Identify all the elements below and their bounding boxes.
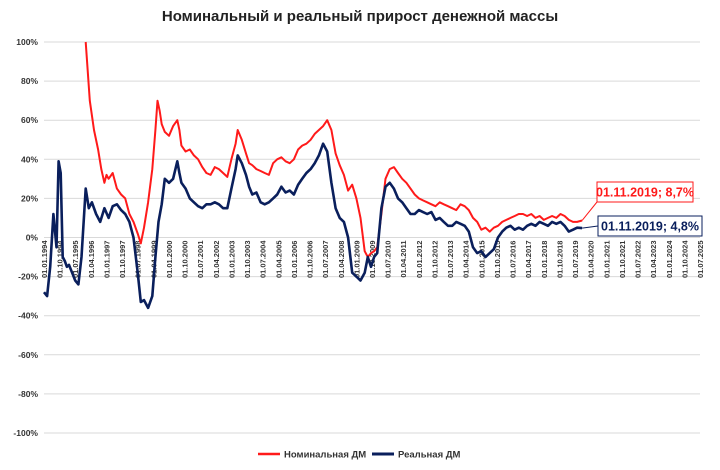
series-nominal-line bbox=[84, 41, 583, 258]
x-tick-label: 01.10.2000 bbox=[181, 241, 190, 279]
legend-label: Реальная ДМ bbox=[398, 450, 461, 461]
x-tick-label: 01.07.2010 bbox=[384, 241, 393, 279]
y-tick-label: 100% bbox=[16, 37, 38, 47]
x-tick-label: 01.01.2021 bbox=[602, 241, 611, 279]
y-tick-label: 80% bbox=[21, 76, 38, 86]
y-tick-label: -60% bbox=[18, 350, 38, 360]
annotation-real: 01.11.2019; 4,8% bbox=[601, 220, 699, 234]
legend-label: Номинальная ДМ bbox=[284, 450, 366, 461]
y-tick-label: 0% bbox=[26, 233, 39, 243]
x-tick-label: 01.07.2022 bbox=[634, 241, 643, 279]
series-lines bbox=[42, 41, 583, 310]
x-tick-label: 01.07.1995 bbox=[71, 241, 80, 279]
x-tick-label: 01.04.2020 bbox=[587, 241, 596, 279]
x-tick-label: 01.01.2006 bbox=[290, 241, 299, 279]
x-tick-label: 01.01.2000 bbox=[165, 241, 174, 279]
series-real-line bbox=[42, 142, 583, 310]
annotation-box bbox=[596, 181, 694, 203]
gridlines bbox=[44, 41, 700, 434]
x-tick-label: 01.01.2009 bbox=[352, 241, 361, 279]
x-tick-label: 01.10.2003 bbox=[243, 240, 252, 278]
x-tick-label: 01.10.1994 bbox=[56, 240, 65, 278]
x-tick-label: 01.10.2021 bbox=[618, 241, 627, 279]
y-axis-ticks: 100% 80% 60% 40% 20% 0% -20% -40% -60% -80% -100% bbox=[13, 37, 38, 438]
x-tick-label: 01.01.2003 bbox=[227, 241, 236, 279]
y-tick-label: -100% bbox=[13, 428, 38, 438]
x-tick-label: 01.07.2013 bbox=[446, 241, 455, 279]
x-tick-label: 01.07.2025 bbox=[696, 241, 705, 279]
x-tick-label: 01.04.2014 bbox=[462, 240, 471, 278]
x-tick-label: 01.01.2015 bbox=[477, 241, 486, 279]
x-tick-label: 01.10.2015 bbox=[493, 241, 502, 279]
annotation-leader bbox=[581, 201, 598, 221]
annotation-leader bbox=[582, 225, 599, 229]
annotation-box bbox=[597, 215, 703, 237]
x-tick-label: 01.01.1997 bbox=[102, 241, 111, 279]
x-tick-label: 01.01.2012 bbox=[415, 241, 424, 279]
y-tick-label: 20% bbox=[21, 193, 38, 203]
x-tick-label: 01.07.2004 bbox=[259, 240, 268, 278]
annotations: 01.11.2019; 8,7% 01.11.2019; 4,8% bbox=[581, 181, 703, 237]
x-tick-label: 01.07.2016 bbox=[509, 241, 518, 279]
x-tick-label: 01.04.2023 bbox=[649, 241, 658, 279]
x-tick-label: 01.01.1994 bbox=[40, 240, 49, 278]
x-tick-label: 01.04.1999 bbox=[149, 241, 158, 279]
y-tick-label: -40% bbox=[18, 311, 38, 321]
x-axis-ticks: 01.01.1994 01.10.1994 01.07.1995 01.04.1996… bbox=[40, 240, 705, 278]
x-tick-label: 01.10.2006 bbox=[306, 241, 315, 279]
x-tick-label: 01.04.2011 bbox=[399, 241, 408, 278]
y-tick-label: 60% bbox=[21, 115, 38, 125]
x-tick-label: 01.04.2008 bbox=[337, 241, 346, 279]
x-tick-label: 01.10.2018 bbox=[555, 241, 564, 279]
annotation-nominal: 01.11.2019; 8,7% bbox=[596, 186, 694, 200]
x-tick-label: 01.10.2012 bbox=[430, 241, 439, 279]
x-tick-label: 01.10.2024 bbox=[680, 240, 689, 278]
x-tick-label: 01.07.2007 bbox=[321, 241, 330, 279]
x-tick-label: 01.04.1996 bbox=[87, 241, 96, 279]
chart-title: Номинальный и реальный прирост денежной … bbox=[161, 8, 559, 25]
x-tick-label: 01.10.1997 bbox=[118, 241, 127, 279]
y-tick-label: -80% bbox=[18, 389, 38, 399]
x-tick-label: 01.07.2019 bbox=[571, 241, 580, 279]
y-tick-label: 40% bbox=[21, 154, 38, 164]
x-tick-label: 01.07.2001 bbox=[196, 241, 205, 279]
x-tick-label: 01.04.2017 bbox=[524, 241, 533, 279]
x-tick-label: 01.01.2024 bbox=[665, 240, 674, 278]
y-tick-label: -20% bbox=[18, 272, 38, 282]
x-tick-label: 01.01.2018 bbox=[540, 241, 549, 279]
x-tick-label: 01.07.1998 bbox=[134, 241, 143, 279]
x-tick-label: 01.04.2002 bbox=[212, 240, 221, 278]
x-tick-label: 01.04.2005 bbox=[274, 241, 283, 279]
legend: Номинальная ДМ Реальная ДМ bbox=[258, 450, 461, 461]
